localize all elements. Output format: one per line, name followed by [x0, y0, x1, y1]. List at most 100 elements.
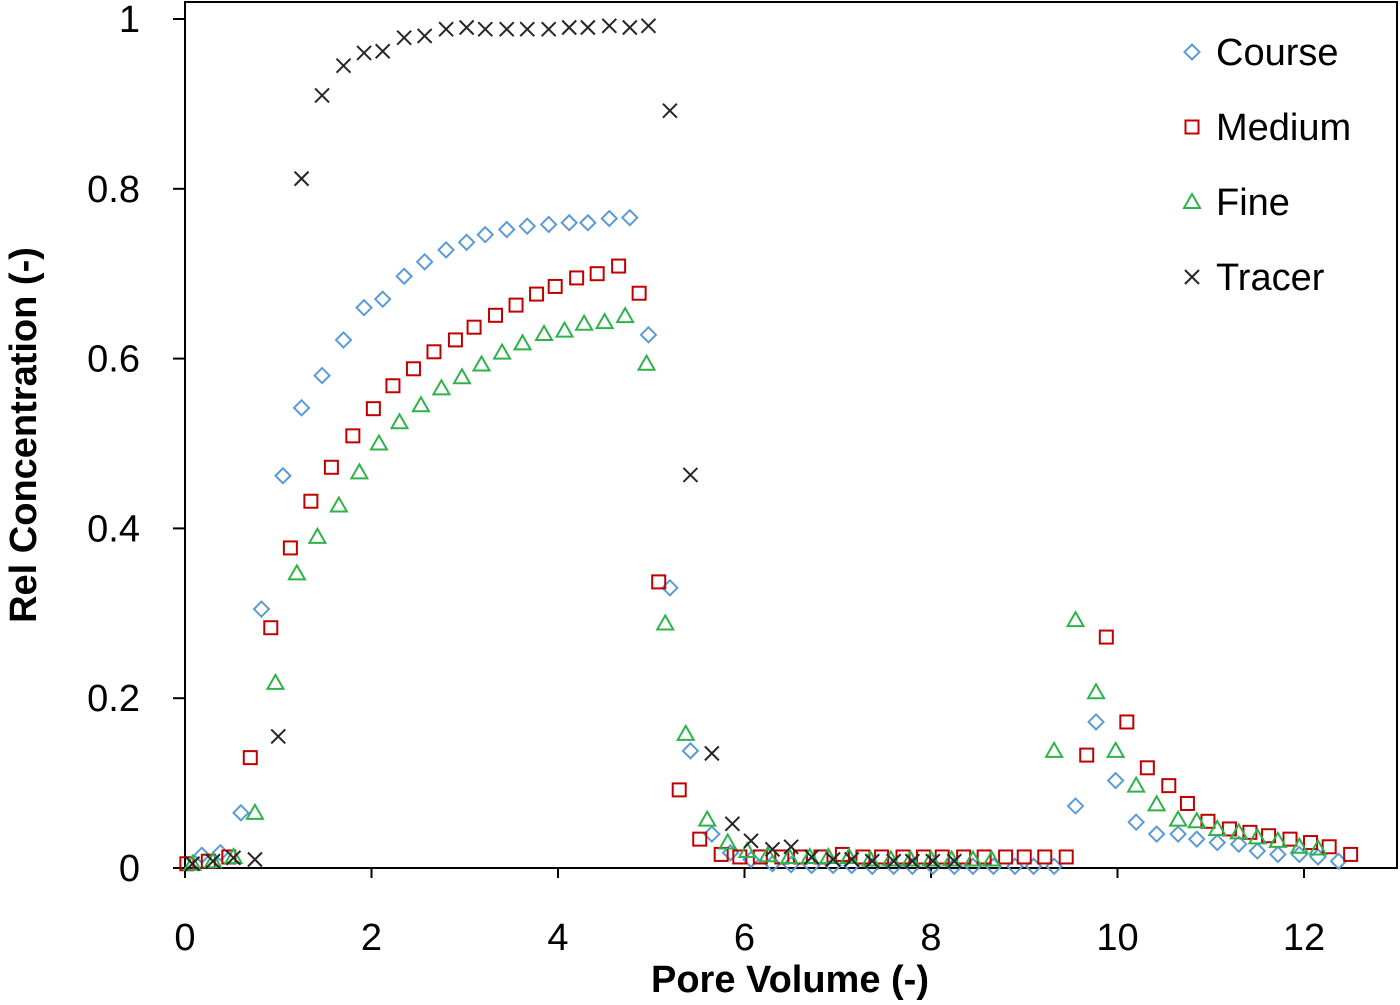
- tracer-point: [764, 841, 781, 858]
- course-point: [1087, 713, 1105, 731]
- course-point: [232, 803, 250, 822]
- x-tick-label: 10: [1096, 917, 1138, 959]
- fine-point: [245, 802, 265, 820]
- tracer-point: [925, 853, 941, 869]
- fine-point: [1105, 740, 1126, 758]
- tracer-point: [844, 851, 860, 868]
- course-point: [539, 215, 558, 234]
- medium-point: [1037, 849, 1053, 865]
- legend: Course Medium Fine Tracer: [1182, 32, 1351, 299]
- medium-point: [1343, 846, 1359, 862]
- medium-point: [1282, 831, 1298, 847]
- course-point: [334, 331, 353, 349]
- fine-point: [779, 846, 799, 864]
- course-point: [1268, 845, 1287, 864]
- legend-item-medium: Medium: [1184, 107, 1351, 149]
- medium-point: [323, 459, 339, 475]
- tracer-point: [662, 102, 678, 119]
- fine-point: [452, 367, 472, 385]
- medium-point: [405, 361, 421, 377]
- tracer-point: [477, 21, 493, 37]
- course-point: [1208, 833, 1227, 852]
- fine-point: [881, 849, 901, 867]
- legend-marker-tracer: [1184, 269, 1200, 285]
- x-tick-label: 0: [174, 917, 195, 959]
- series-fine: [182, 306, 1328, 871]
- tracer-point: [314, 87, 330, 104]
- fine-point: [512, 333, 533, 351]
- medium-point: [508, 297, 524, 313]
- fine-point: [389, 412, 410, 430]
- legend-item-tracer: Tracer: [1184, 257, 1325, 299]
- course-point: [639, 325, 658, 344]
- fine-point: [1187, 811, 1207, 829]
- legend-label-course: Course: [1216, 32, 1339, 74]
- fine-point: [349, 462, 370, 480]
- medium-point: [998, 849, 1014, 865]
- course-point: [702, 825, 721, 843]
- medium-point: [589, 266, 605, 282]
- course-point: [518, 217, 537, 236]
- legend-label-fine: Fine: [1216, 182, 1290, 224]
- tracer-point: [270, 728, 286, 745]
- tracer-point: [885, 853, 902, 869]
- medium-point: [488, 307, 504, 323]
- tracer-point: [864, 853, 880, 869]
- fine-point: [655, 613, 675, 631]
- y-tick-label: 0.2: [87, 678, 140, 720]
- tracer-point: [458, 19, 475, 36]
- tracer-point: [724, 816, 741, 832]
- medium-point: [365, 401, 381, 417]
- course-point: [373, 290, 392, 309]
- fine-point: [697, 809, 717, 827]
- x-tick-label: 4: [547, 917, 568, 959]
- medium-point: [1016, 849, 1032, 865]
- course-point: [457, 233, 476, 252]
- x-tick-label: 6: [734, 917, 755, 959]
- course-point: [560, 213, 579, 232]
- tracer-point: [743, 833, 759, 849]
- fine-point: [1146, 794, 1167, 812]
- tracer-point: [396, 29, 412, 46]
- fine-point: [1207, 818, 1228, 836]
- fine-point: [329, 495, 349, 513]
- fine-point: [471, 354, 492, 372]
- fine-point: [1126, 775, 1146, 793]
- course-point: [1187, 830, 1206, 849]
- legend-label-medium: Medium: [1216, 107, 1351, 149]
- medium-point: [1179, 795, 1195, 811]
- tracer-point: [416, 28, 433, 44]
- fine-point: [941, 849, 962, 867]
- legend-item-course: Course: [1183, 32, 1339, 74]
- tracer-point: [803, 849, 820, 865]
- tracer-point: [519, 21, 535, 37]
- medium-point: [282, 540, 298, 556]
- course-point: [578, 213, 597, 232]
- series-medium: [179, 258, 1359, 872]
- x-tick-label: 12: [1283, 917, 1325, 959]
- medium-point: [426, 344, 442, 360]
- course-point: [1066, 797, 1085, 815]
- y-tick-label: 1: [119, 0, 140, 41]
- fine-point: [594, 312, 615, 330]
- medium-point: [1161, 778, 1177, 794]
- medium-point: [547, 278, 563, 294]
- course-point: [620, 208, 639, 227]
- fine-point: [1268, 830, 1288, 848]
- y-tick-label: 0.4: [87, 508, 140, 550]
- medium-point: [303, 493, 319, 509]
- fine-point: [615, 306, 635, 324]
- legend-label-tracer: Tracer: [1216, 257, 1325, 299]
- medium-point: [569, 270, 585, 286]
- fine-point: [1308, 838, 1328, 856]
- x-axis-title: Pore Volume (-): [651, 959, 929, 1001]
- tracer-point: [225, 850, 242, 866]
- course-point: [395, 267, 414, 286]
- tracer-point: [783, 839, 799, 855]
- fine-point: [717, 832, 738, 850]
- course-point: [782, 855, 801, 874]
- fine-point: [307, 526, 328, 544]
- legend-marker-fine: [1182, 191, 1202, 209]
- fine-point: [287, 563, 307, 581]
